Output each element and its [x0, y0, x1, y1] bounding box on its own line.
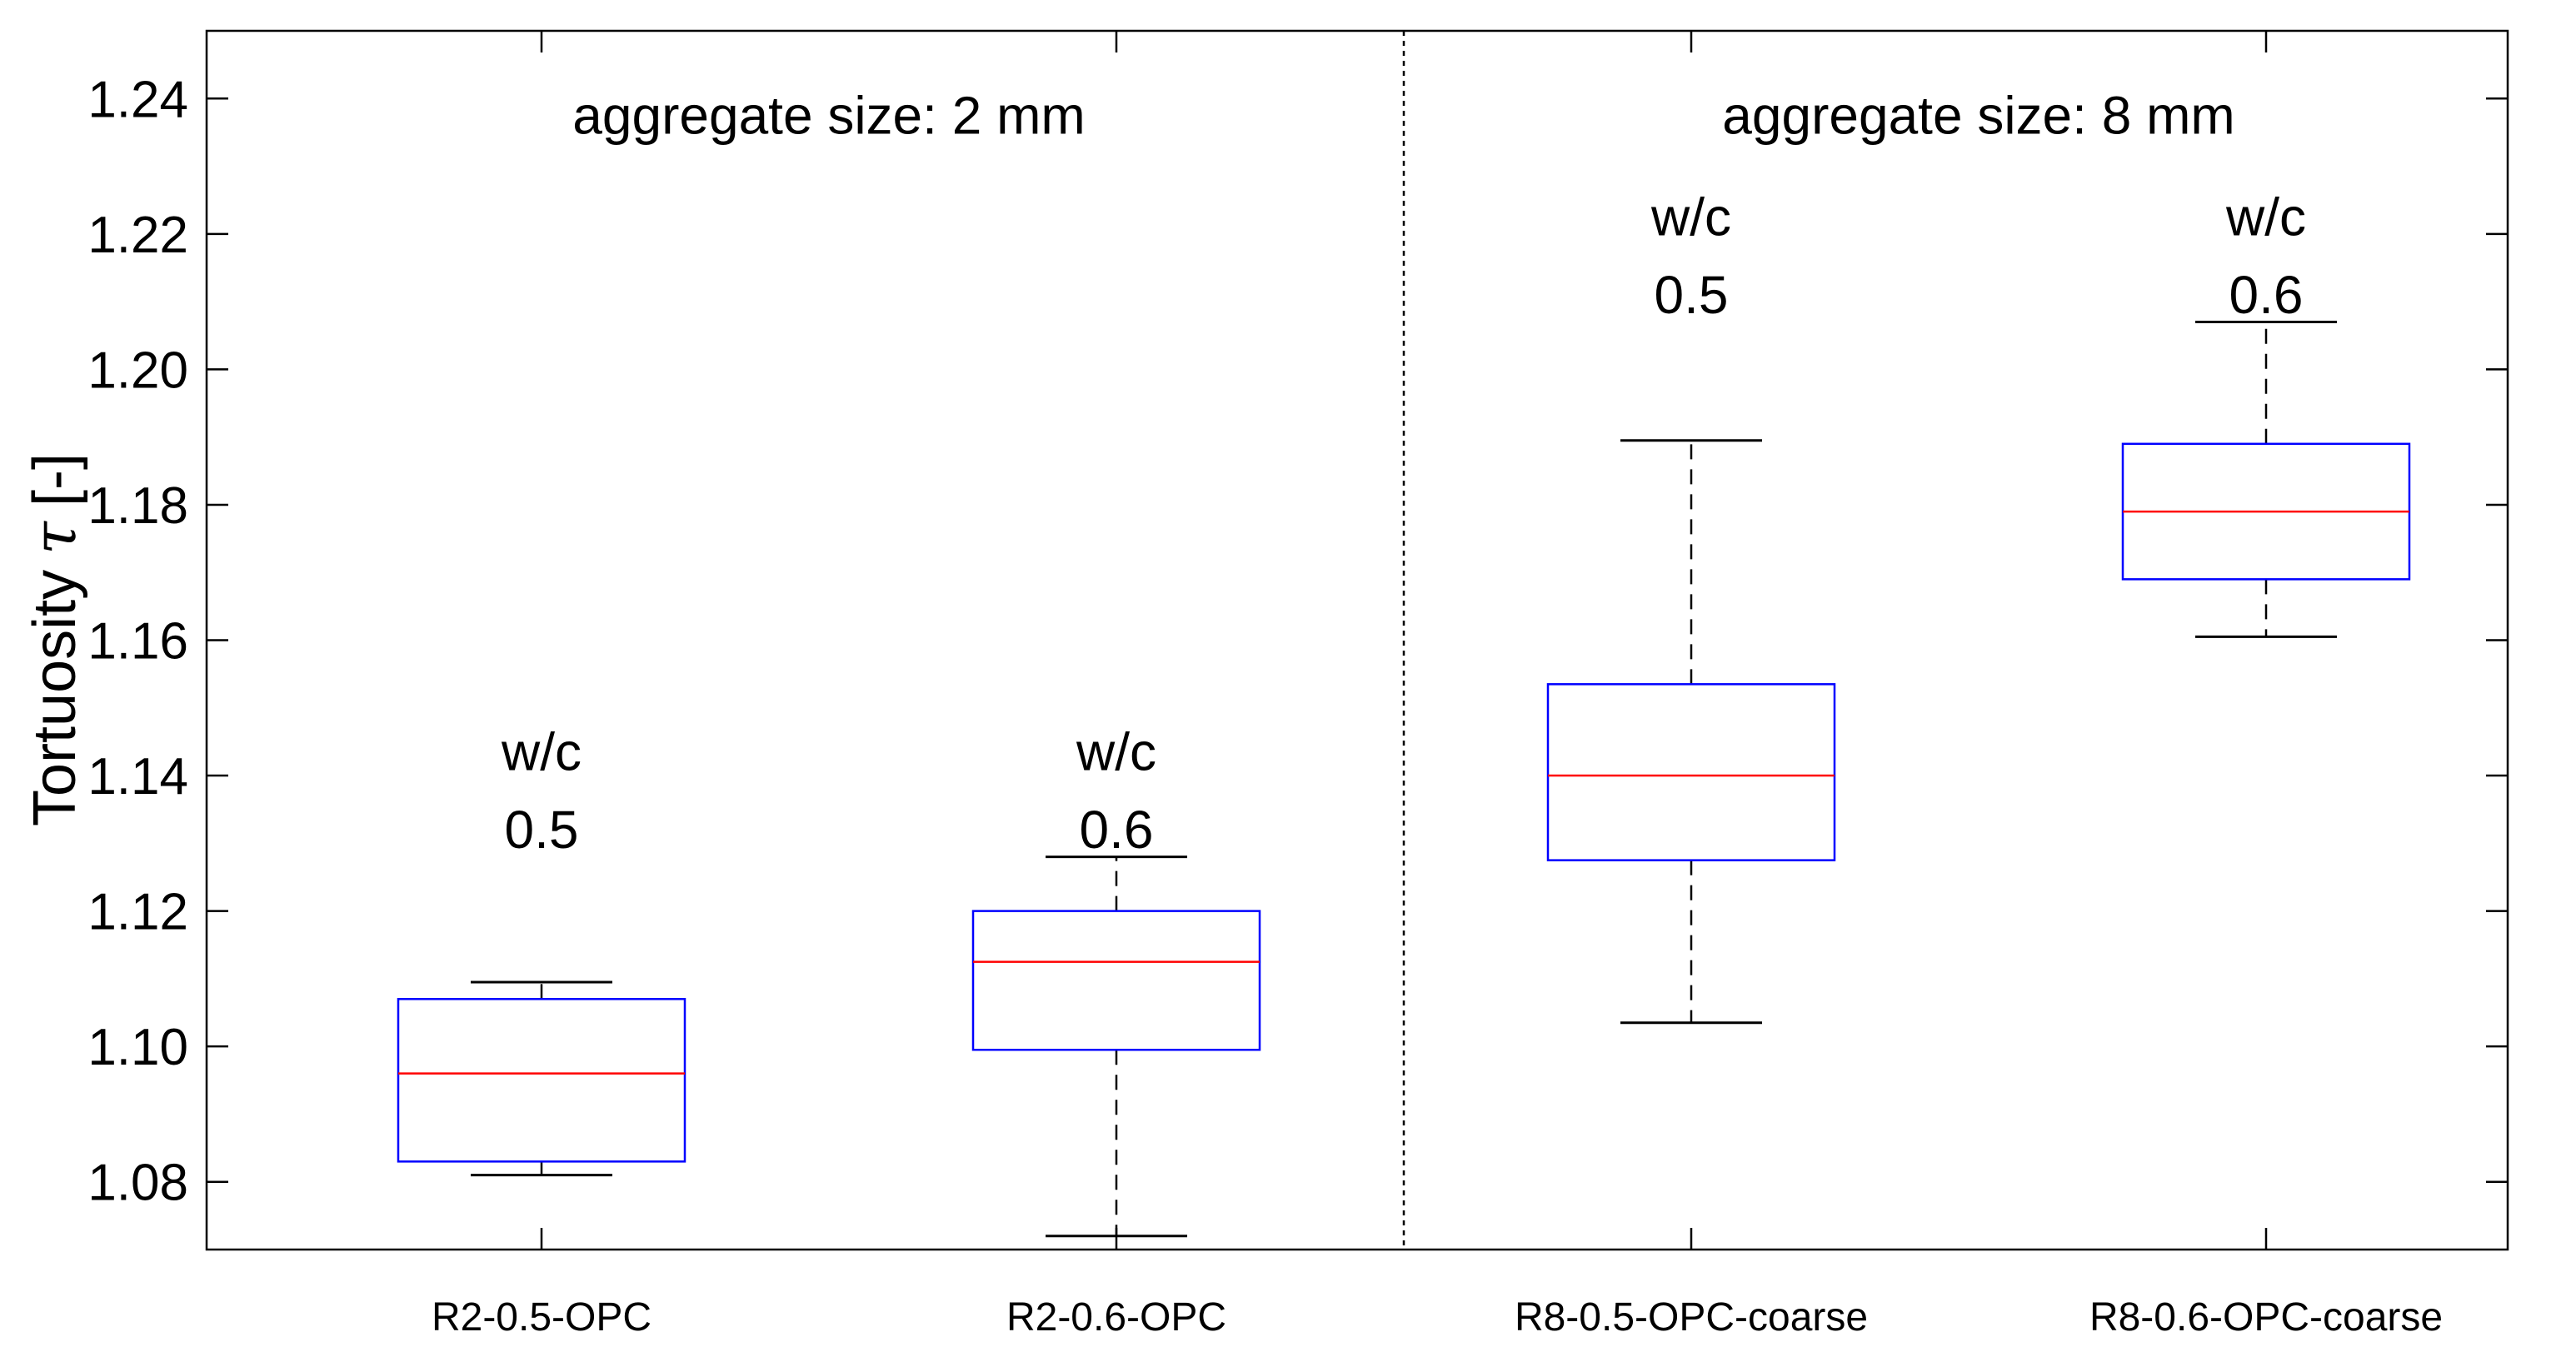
x-tick-label: R8-0.5-OPC-coarse	[1515, 1295, 1868, 1340]
y-tick-label: 1.18	[87, 477, 188, 535]
x-tick-label: R2-0.6-OPC	[1006, 1295, 1226, 1340]
iqr-box	[971, 910, 1261, 1051]
iqr-box	[397, 998, 686, 1163]
box-2	[971, 856, 1261, 1238]
x-tick-label: R2-0.5-OPC	[432, 1295, 651, 1340]
y-axis-label-text: Tortuosity	[22, 570, 88, 826]
iqr-box	[1546, 683, 1836, 861]
y-tick-label: 1.16	[87, 613, 188, 671]
box-3	[1546, 439, 1836, 1025]
y-tick-label: 1.24	[87, 71, 188, 128]
wc-value: 0.5	[505, 800, 579, 860]
y-tick-label: 1.10	[87, 1019, 188, 1076]
wc-value: 0.6	[2229, 265, 2304, 325]
wc-label: w/c	[501, 722, 582, 782]
group-title: aggregate size: 2 mm	[572, 86, 1085, 146]
group-title: aggregate size: 8 mm	[1722, 86, 2234, 146]
y-axis-label-symbol: τ	[19, 521, 89, 555]
y-tick-label: 1.08	[87, 1155, 188, 1212]
x-tick-label: R8-0.6-OPC-coarse	[2089, 1295, 2443, 1340]
box-1	[397, 980, 686, 1177]
y-axis-label-unit: [-]	[22, 453, 88, 506]
y-tick-label: 1.12	[87, 884, 188, 941]
y-tick-label: 1.20	[87, 342, 188, 399]
plot-frame	[205, 29, 2509, 1251]
wc-value: 0.6	[1080, 800, 1154, 860]
wc-label: w/c	[2225, 187, 2306, 247]
wc-label: w/c	[1076, 722, 1156, 782]
y-tick-label: 1.22	[87, 207, 188, 264]
box-4	[2121, 320, 2411, 638]
y-tick-label: 1.14	[87, 748, 188, 806]
wc-value: 0.5	[1655, 265, 1729, 325]
wc-label: w/c	[1650, 187, 1731, 247]
y-axis-label: Tortuosity τ [-]	[19, 453, 89, 826]
